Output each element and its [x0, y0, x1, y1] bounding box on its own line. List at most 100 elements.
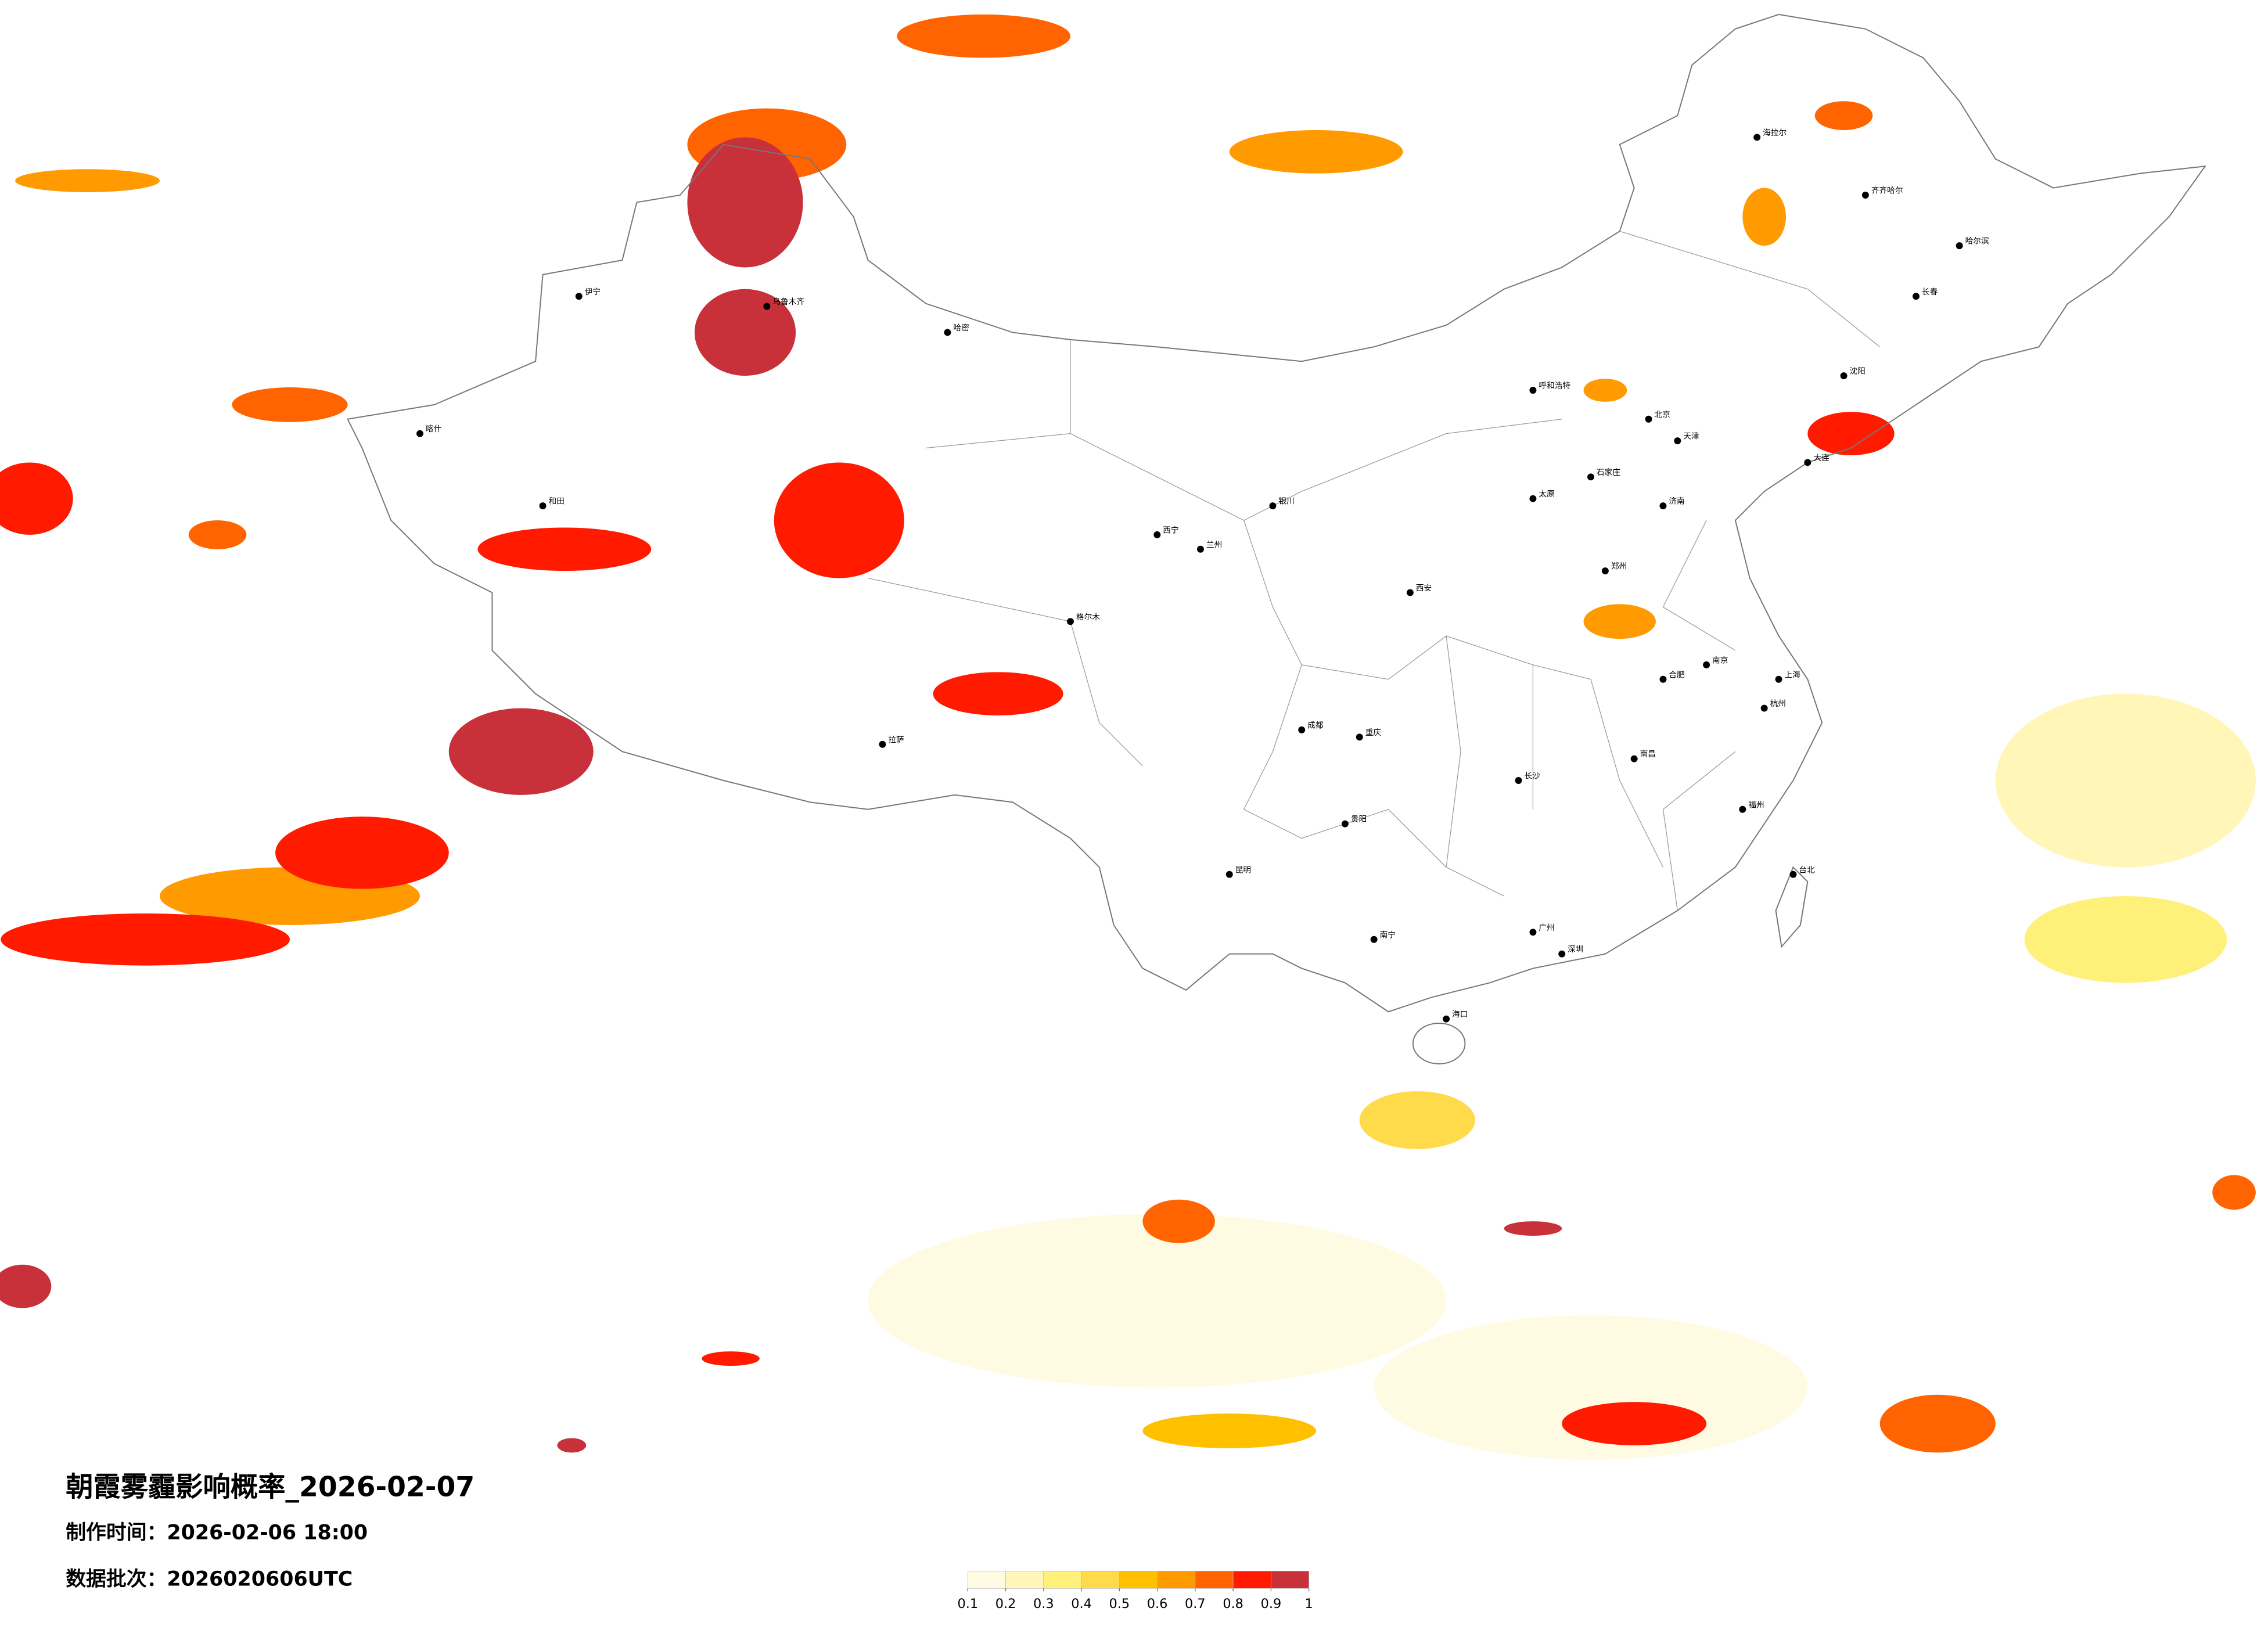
- city-dot: [1529, 387, 1537, 394]
- probability-area: [1995, 693, 2256, 868]
- city-dot: [1515, 777, 1522, 784]
- city-label: 长春: [1922, 287, 1938, 297]
- city-label: 深圳: [1568, 945, 1583, 954]
- legend-swatch: [967, 1571, 1006, 1589]
- probability-area: [1807, 412, 1895, 455]
- city-dot: [1775, 675, 1782, 683]
- city-label: 银川: [1278, 497, 1294, 506]
- city-label: 南昌: [1640, 750, 1656, 759]
- probability-area: [1879, 1394, 1996, 1453]
- city-label: 上海: [1785, 670, 1801, 679]
- city-dot: [1197, 545, 1204, 553]
- probability-field: [0, 14, 2256, 1460]
- probability-area: [1, 913, 290, 966]
- city-label: 贵阳: [1351, 815, 1367, 824]
- legend-tick: 1: [1305, 1596, 1313, 1611]
- legend-swatch: [1119, 1571, 1158, 1589]
- city-label: 福州: [1748, 800, 1764, 810]
- probability-area: [2024, 896, 2227, 983]
- city-label: 南京: [1712, 656, 1728, 665]
- city-label: 重庆: [1365, 728, 1382, 738]
- city-label: 拉萨: [888, 735, 904, 744]
- city-label: 哈密: [953, 323, 969, 333]
- city-dot: [1067, 618, 1074, 625]
- legend-swatch: [1005, 1571, 1044, 1589]
- city-label: 昆明: [1235, 865, 1251, 875]
- probability-area: [1142, 1413, 1317, 1448]
- borders: [347, 13, 2206, 1064]
- city-dot: [1840, 372, 1848, 380]
- legend-tick: 0.1: [957, 1596, 978, 1611]
- city-dot: [1529, 495, 1537, 502]
- probability-area: [933, 672, 1063, 715]
- city-dot: [1659, 502, 1667, 510]
- probability-area: [868, 1214, 1447, 1388]
- probability-area: [0, 462, 73, 535]
- city-dot: [1370, 936, 1378, 943]
- city-label: 广州: [1539, 923, 1554, 933]
- province-borders: [868, 231, 1881, 911]
- probability-area: [1583, 379, 1627, 402]
- city-dot: [1760, 704, 1768, 712]
- city-label: 格尔木: [1076, 613, 1100, 622]
- city-label: 海口: [1452, 1010, 1468, 1019]
- city-dot: [539, 502, 547, 510]
- probability-area: [2212, 1175, 2256, 1210]
- city-label: 和田: [549, 497, 565, 506]
- legend: 0.1 0.2 0.3 0.4 0.5 0.6 0.7 0.8 0.9 1: [957, 1571, 1313, 1611]
- city-label: 齐齐哈尔: [1871, 186, 1903, 196]
- city-dot: [1443, 1015, 1450, 1023]
- city-dot: [1703, 661, 1710, 668]
- probability-area: [1562, 1402, 1707, 1445]
- city-label: 合肥: [1669, 670, 1685, 679]
- legend-swatch: [1232, 1571, 1271, 1589]
- legend-tick: 0.5: [1109, 1596, 1130, 1611]
- city-dot: [416, 430, 423, 437]
- city-dot: [1630, 755, 1638, 762]
- probability-area: [1229, 130, 1403, 174]
- city-label: 沈阳: [1850, 367, 1866, 376]
- city-dot: [1789, 870, 1797, 878]
- taiwan: [1775, 866, 1809, 948]
- legend-swatch: [1195, 1571, 1234, 1589]
- probability-area: [1742, 188, 1786, 246]
- city-dot: [1659, 675, 1667, 683]
- city-dot: [1753, 134, 1761, 141]
- legend-tick: 0.7: [1185, 1596, 1206, 1611]
- city-dot: [1356, 733, 1363, 741]
- legend-tick: 0.6: [1147, 1596, 1168, 1611]
- city-label: 台北: [1799, 865, 1815, 875]
- city-label: 乌鲁木齐: [772, 297, 804, 307]
- legend-swatch: [1081, 1571, 1120, 1589]
- probability-area: [1359, 1091, 1475, 1149]
- probability-area: [15, 169, 160, 193]
- city-dot: [1406, 589, 1414, 596]
- probability-area: [557, 1438, 587, 1453]
- city-label: 杭州: [1770, 699, 1786, 708]
- city-label: 成都: [1307, 721, 1324, 730]
- probability-area: [188, 520, 247, 549]
- legend-tick: 0.4: [1071, 1596, 1092, 1611]
- city-label: 海拉尔: [1763, 128, 1787, 138]
- city-dot: [1913, 293, 1920, 300]
- city-label: 西安: [1416, 584, 1432, 593]
- probability-area: [1814, 101, 1873, 130]
- data-batch: 数据批次：2026020606UTC: [66, 1567, 353, 1591]
- city-label: 长沙: [1525, 772, 1541, 781]
- city-label: 北京: [1655, 410, 1670, 419]
- map-title: 朝霞雾霾影响概率_2026-02-07: [66, 1472, 475, 1503]
- city-label: 太原: [1539, 490, 1554, 499]
- legend-tick: 0.8: [1223, 1596, 1243, 1611]
- city-dot: [1529, 929, 1537, 936]
- city-dot: [1956, 242, 1963, 250]
- legend-tick: 0.3: [1033, 1596, 1054, 1611]
- legend-swatch: [1271, 1571, 1310, 1589]
- city-dot: [1269, 502, 1277, 510]
- city-label: 郑州: [1611, 562, 1627, 571]
- city-label: 济南: [1669, 497, 1684, 506]
- legend-swatch: [1157, 1571, 1196, 1589]
- probability-area: [275, 816, 449, 889]
- city-dot: [1739, 805, 1746, 813]
